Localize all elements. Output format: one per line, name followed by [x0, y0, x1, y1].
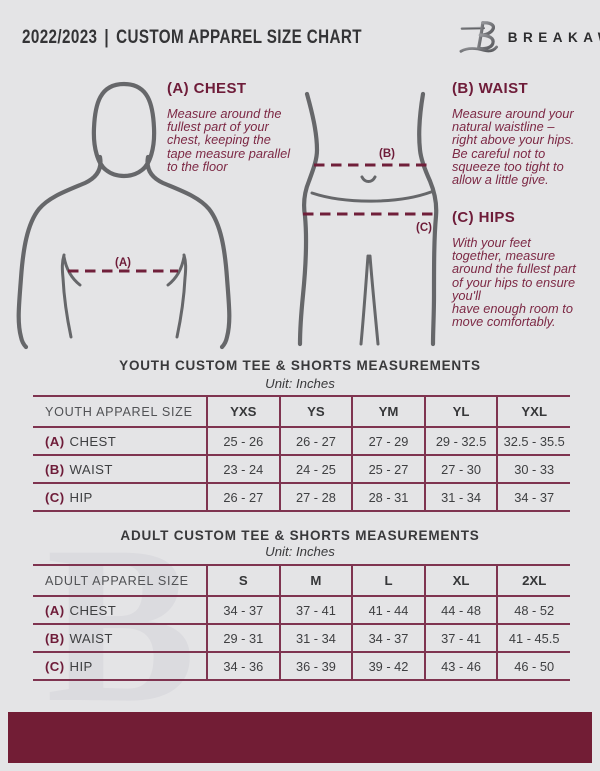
adult-section-title: ADULT CUSTOM TEE & SHORTS MEASUREMENTS [120, 528, 480, 543]
size-header-ym: YM [351, 396, 425, 427]
youth-size-table: YOUTH APPAREL SIZE YXS YS YM YL YXL (A) C… [33, 395, 570, 512]
row-label: (A) CHEST [45, 433, 117, 449]
footer-accent-bar [8, 712, 592, 763]
table-cell: 34 - 37 [496, 483, 570, 511]
youth-table-header-row: YOUTH APPAREL SIZE YXS YS YM YL YXL [33, 396, 570, 427]
adult-unit-label: Unit: Inches [265, 544, 335, 559]
table-cell: 27 - 28 [278, 483, 353, 511]
chest-description: Measure around the fullest part of your … [167, 106, 291, 174]
size-header-ys: YS [278, 396, 353, 427]
title-text: CUSTOM APPAREL SIZE CHART [116, 25, 362, 48]
table-cell: 27 - 29 [351, 427, 425, 455]
waist-marker-label: (B) [379, 148, 395, 160]
size-header-m: M [278, 565, 353, 596]
chest-heading: (A) CHEST [167, 80, 247, 97]
table-cell: 31 - 34 [278, 624, 353, 652]
table-cell: 24 - 25 [278, 455, 353, 483]
table-cell: 34 - 37 [206, 596, 280, 624]
brand-watermark-letter: B [46, 499, 197, 749]
hips-marker-label: (C) [416, 222, 432, 234]
table-cell: 36 - 39 [278, 652, 353, 680]
hips-instruction: (C) HIPS With your feet together, measur… [452, 209, 600, 328]
table-cell: 25 - 26 [206, 427, 280, 455]
table-cell: 29 - 32.5 [423, 427, 498, 455]
table-cell: 26 - 27 [278, 427, 353, 455]
table-cell: 37 - 41 [423, 624, 498, 652]
table-cell: 44 - 48 [423, 596, 498, 624]
row-label: (B) WAIST [45, 461, 113, 477]
waist-instruction: (B) WAIST Measure around your natural wa… [452, 80, 592, 186]
waist-description: Measure around your natural waistline – … [452, 106, 575, 188]
size-header-2xl: 2XL [496, 565, 570, 596]
breakaway-logo-icon [459, 21, 498, 53]
youth-hip-row: (C) HIP 26 - 27 27 - 28 28 - 31 31 - 34 3… [33, 483, 570, 511]
size-header-s: S [206, 565, 280, 596]
size-header-yxs: YXS [206, 396, 280, 427]
page-title: 2022/2023 | CUSTOM APPAREL SIZE CHART [22, 26, 362, 49]
table-cell: 39 - 42 [351, 652, 425, 680]
adult-size-column-header: ADULT APPAREL SIZE [45, 573, 189, 588]
table-cell: 30 - 33 [496, 455, 570, 483]
table-cell: 26 - 27 [206, 483, 280, 511]
table-cell: 46 - 50 [496, 652, 570, 680]
adult-table-header-row: ADULT APPAREL SIZE S M L XL 2XL [33, 565, 570, 596]
table-cell: 43 - 46 [423, 652, 498, 680]
adult-waist-row: (B) WAIST 29 - 31 31 - 34 34 - 37 37 - 41… [33, 624, 570, 652]
youth-unit-label: Unit: Inches [265, 376, 335, 391]
waist-heading: (B) WAIST [452, 80, 529, 97]
table-cell: 34 - 36 [206, 652, 280, 680]
size-header-yl: YL [423, 396, 498, 427]
chest-instruction: (A) CHEST Measure around the fullest par… [167, 80, 327, 173]
table-cell: 34 - 37 [351, 624, 425, 652]
table-cell: 32.5 - 35.5 [496, 427, 570, 455]
row-label: (C) HIP [45, 658, 93, 674]
table-cell: 27 - 30 [423, 455, 498, 483]
youth-section-title: YOUTH CUSTOM TEE & SHORTS MEASUREMENTS [119, 358, 481, 373]
youth-chest-row: (A) CHEST 25 - 26 26 - 27 27 - 29 29 - 32… [33, 427, 570, 455]
table-cell: 29 - 31 [206, 624, 280, 652]
youth-waist-row: (B) WAIST 23 - 24 24 - 25 25 - 27 27 - 30… [33, 455, 570, 483]
hips-heading: (C) HIPS [452, 209, 516, 226]
chest-marker-label: (A) [115, 257, 131, 269]
adult-size-table: ADULT APPAREL SIZE S M L XL 2XL (A) CHEST… [33, 564, 570, 681]
page-header: 2022/2023 | CUSTOM APPAREL SIZE CHART [22, 14, 600, 60]
table-cell: 31 - 34 [423, 483, 498, 511]
brand-name: BREAKAWAY [507, 29, 600, 45]
row-label: (C) HIP [45, 489, 93, 505]
row-label: (A) CHEST [45, 602, 117, 618]
adult-hip-row: (C) HIP 34 - 36 36 - 39 39 - 42 43 - 46 4… [33, 652, 570, 680]
table-cell: 48 - 52 [496, 596, 570, 624]
youth-size-column-header: YOUTH APPAREL SIZE [45, 404, 193, 419]
table-cell: 28 - 31 [351, 483, 425, 511]
row-label: (B) WAIST [45, 630, 113, 646]
size-header-l: L [351, 565, 425, 596]
adult-chest-row: (A) CHEST 34 - 37 37 - 41 41 - 44 44 - 48… [33, 596, 570, 624]
title-separator: | [104, 25, 110, 48]
table-cell: 25 - 27 [351, 455, 425, 483]
brand-lockup: BREAKAWAY [458, 18, 600, 56]
size-header-yxl: YXL [496, 396, 570, 427]
size-header-xl: XL [423, 565, 498, 596]
table-cell: 41 - 45.5 [496, 624, 570, 652]
hips-description: With your feet together, measure around … [452, 235, 576, 330]
table-cell: 23 - 24 [206, 455, 280, 483]
table-cell: 41 - 44 [351, 596, 425, 624]
table-cell: 37 - 41 [278, 596, 353, 624]
title-year: 2022/2023 [22, 25, 98, 48]
